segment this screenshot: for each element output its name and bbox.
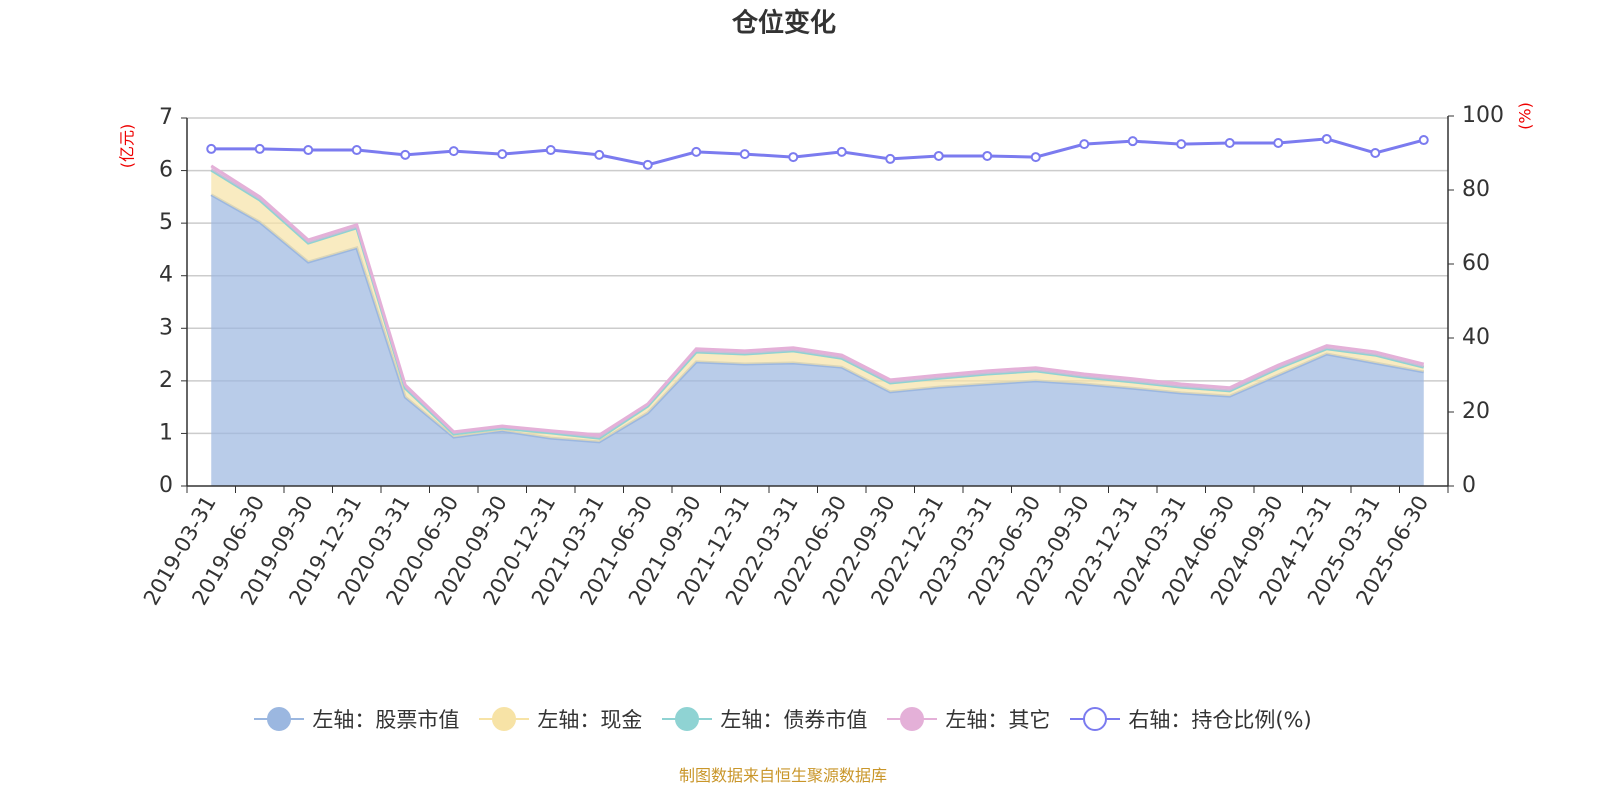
- point: [788, 152, 799, 163]
- y2-tick-label: 60: [1462, 251, 1490, 276]
- legend-item[interactable]: 左轴：债券市值: [662, 704, 867, 734]
- y2-tick-label: 20: [1462, 399, 1490, 424]
- legend-icon: [1070, 707, 1121, 731]
- legend-marker: [900, 707, 925, 731]
- point: [1370, 148, 1381, 158]
- legend-label: 左轴：债券市值: [720, 708, 868, 732]
- y-tick-label: 7: [159, 105, 173, 130]
- point: [303, 145, 314, 156]
- point: [1176, 139, 1187, 150]
- point: [1224, 138, 1235, 149]
- point: [254, 143, 265, 154]
- point: [594, 149, 605, 160]
- legend-icon: [254, 707, 305, 731]
- point: [1030, 152, 1041, 163]
- point: [1127, 136, 1138, 147]
- y2-axis-label: (%): [1516, 102, 1535, 130]
- legend-label: 右轴：持仓比例(%): [1128, 708, 1312, 732]
- legend-label: 左轴：股票市值: [312, 708, 460, 732]
- point: [351, 145, 362, 156]
- area-line: [210, 164, 1425, 437]
- line: [211, 137, 1425, 167]
- legend-label: 左轴：现金: [537, 708, 643, 732]
- y2-tick-label: 80: [1462, 177, 1490, 202]
- legend-icon: [662, 707, 713, 731]
- y2-tick-label: 100: [1462, 103, 1504, 128]
- legend: 左轴：股票市值 左轴：现金 左轴：债券市值 左轴：其它 右轴：持仓比例(%): [0, 704, 1566, 734]
- legend-marker: [267, 707, 292, 731]
- point: [400, 149, 411, 160]
- point: [642, 159, 653, 170]
- y-tick-label: 1: [159, 420, 173, 445]
- point: [885, 153, 896, 164]
- legend-item[interactable]: 右轴：持仓比例(%): [1070, 704, 1312, 734]
- source-note: 制图数据来自恒生聚源数据库: [678, 766, 887, 785]
- legend-label: 左轴：其它: [945, 708, 1051, 732]
- legend-item[interactable]: 左轴：股票市值: [254, 704, 459, 734]
- point: [691, 146, 702, 157]
- point: [497, 149, 508, 160]
- y-axis-label: (亿元): [118, 124, 137, 169]
- point: [933, 150, 944, 161]
- y-tick-label: 6: [159, 158, 173, 183]
- legend-item[interactable]: 左轴：现金: [479, 704, 642, 734]
- area: [211, 194, 1424, 487]
- y2-tick-label: 0: [1462, 473, 1476, 498]
- legend-icon: [887, 707, 938, 731]
- point: [1273, 138, 1284, 149]
- legend-icon: [479, 707, 530, 731]
- point: [206, 143, 217, 154]
- point: [448, 146, 459, 157]
- y2-tick-label: 40: [1462, 325, 1490, 350]
- point: [1079, 139, 1090, 150]
- y-tick-label: 4: [159, 263, 173, 288]
- point: [545, 145, 556, 156]
- y-tick-label: 2: [159, 368, 173, 393]
- y-tick-label: 5: [159, 210, 173, 235]
- legend-marker: [675, 707, 700, 731]
- legend-marker: [492, 707, 517, 731]
- point: [982, 150, 993, 161]
- point: [836, 146, 847, 157]
- y-tick-label: 3: [159, 315, 173, 340]
- chart-title: 仓位变化: [731, 8, 836, 39]
- point: [739, 149, 750, 160]
- point: [1321, 133, 1332, 144]
- legend-marker: [1083, 707, 1108, 731]
- y-tick-label: 0: [159, 473, 173, 498]
- point: [1418, 135, 1429, 146]
- legend-item[interactable]: 左轴：其它: [887, 704, 1050, 734]
